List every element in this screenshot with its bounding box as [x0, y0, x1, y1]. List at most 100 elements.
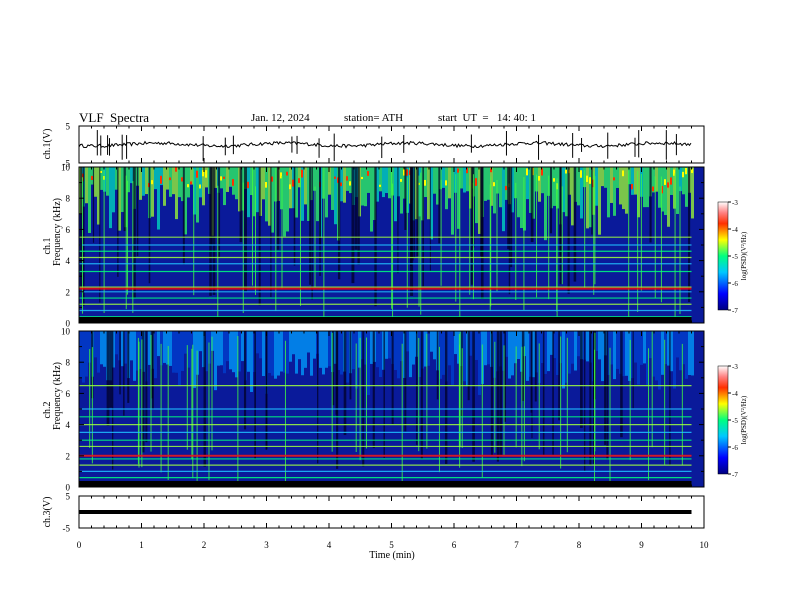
- noise-column: [595, 167, 598, 206]
- sferic-dark-stripe: [404, 167, 407, 230]
- noise-column: [97, 167, 100, 225]
- noise-column: [508, 331, 511, 379]
- noise-speck: [379, 184, 381, 187]
- y-tick-label: 4: [66, 420, 71, 430]
- noise-speck: [424, 179, 426, 186]
- start-time-label: start UT = 14: 40: 1: [438, 112, 536, 124]
- noise-column: [586, 167, 589, 229]
- sferic-dark-stripe: [317, 331, 319, 464]
- noise-column: [685, 331, 688, 379]
- noise-column: [466, 167, 469, 192]
- noise-column: [136, 331, 139, 371]
- noise-column: [658, 331, 661, 390]
- noise-column: [169, 167, 172, 197]
- noise-column: [115, 331, 118, 355]
- noise-speck: [187, 184, 189, 188]
- noise-column: [451, 331, 454, 385]
- noise-column: [577, 331, 580, 357]
- noise-column: [601, 331, 604, 382]
- noise-column: [616, 167, 619, 188]
- noise-column: [322, 331, 325, 375]
- noise-column: [568, 331, 571, 374]
- noise-column: [154, 331, 157, 379]
- sferic-dark-stripe: [258, 167, 261, 306]
- colorbar-gradient: [717, 201, 729, 311]
- noise-column: [376, 331, 379, 368]
- noise-column: [184, 167, 187, 235]
- noise-column: [94, 167, 97, 197]
- noise-column: [241, 331, 244, 362]
- x-tick-label: 5: [389, 540, 394, 550]
- noise-column: [670, 331, 673, 372]
- y-tick-label: 10: [61, 163, 71, 173]
- noise-column: [157, 331, 160, 357]
- sferic-dark-stripe: [414, 167, 416, 258]
- y-tick-label: 6: [66, 389, 71, 399]
- x-tick-label: 6: [452, 540, 457, 550]
- sferic-dark-stripe: [467, 331, 470, 401]
- noise-column: [622, 167, 625, 210]
- sferic-dark-stripe: [239, 167, 243, 243]
- x-tick-label: 9: [639, 540, 644, 550]
- noise-column: [475, 331, 478, 360]
- x-tick-label: 1: [139, 540, 144, 550]
- noise-column: [448, 331, 451, 366]
- ch1-ylabel: ch.1(V): [42, 129, 53, 160]
- noise-column: [100, 331, 103, 365]
- noise-column: [493, 167, 496, 214]
- noise-column: [217, 331, 220, 366]
- noise-column: [505, 167, 508, 200]
- noise-column: [235, 167, 238, 200]
- noise-column: [103, 331, 106, 367]
- noise-column: [664, 167, 667, 216]
- noise-speck: [400, 178, 402, 182]
- sferic-dark-stripe: [319, 167, 321, 276]
- noise-column: [457, 331, 460, 364]
- sferic-dark-stripe: [552, 331, 554, 455]
- noise-column: [82, 331, 85, 383]
- noise-column: [277, 331, 280, 376]
- noise-column: [271, 167, 274, 233]
- noise-column: [442, 167, 445, 188]
- sferic-dark-stripe: [331, 331, 335, 406]
- noise-column: [439, 167, 442, 190]
- noise-column: [364, 167, 367, 207]
- noise-column: [352, 331, 355, 370]
- noise-speck: [247, 181, 249, 189]
- noise-column: [241, 167, 244, 211]
- noise-column: [637, 167, 640, 218]
- noise-column: [571, 167, 574, 226]
- sferic-dark-stripe: [688, 167, 691, 303]
- noise-column: [121, 167, 124, 213]
- ch2-spec-ylabel-b: Frequency (kHz): [52, 362, 63, 430]
- sferic-dark-stripe: [589, 331, 592, 465]
- noise-column: [427, 167, 430, 220]
- noise-speck: [289, 184, 291, 190]
- noise-column: [202, 167, 205, 206]
- colorbar-label: log(PSD)(V²/Hz): [740, 231, 748, 280]
- noise-column: [538, 167, 541, 202]
- noise-column: [199, 167, 202, 198]
- y-tick-label: -5: [63, 524, 71, 534]
- noise-column: [193, 167, 196, 215]
- noise-speck: [367, 171, 369, 176]
- noise-column: [301, 331, 304, 376]
- sferic-dark-stripe: [343, 331, 347, 436]
- y-tick-label: 5: [66, 492, 71, 502]
- sferic-dark-stripe: [209, 167, 212, 296]
- sferic-dark-stripe: [470, 167, 474, 285]
- sferic-dark-stripe: [510, 167, 513, 268]
- noise-column: [691, 167, 694, 219]
- noise-column: [172, 331, 175, 373]
- noise-column: [439, 331, 442, 379]
- noise-column: [427, 331, 430, 366]
- noise-column: [223, 167, 226, 206]
- noise-speck: [664, 179, 666, 185]
- noise-column: [667, 167, 670, 227]
- y-tick-label: 8: [66, 358, 71, 368]
- sferic-dark-stripe: [141, 331, 145, 453]
- sferic-dark-stripe: [123, 167, 126, 232]
- sferic-dark-stripe: [182, 167, 185, 265]
- sferic-dark-stripe: [415, 331, 418, 445]
- sferic-dark-stripe: [480, 167, 484, 299]
